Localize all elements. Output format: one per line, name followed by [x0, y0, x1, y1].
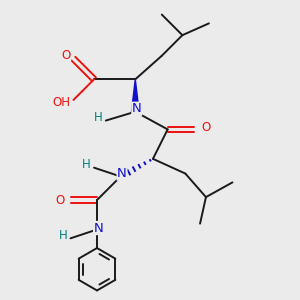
Text: H: H: [82, 158, 91, 171]
Polygon shape: [131, 79, 139, 112]
Text: O: O: [61, 49, 70, 62]
Text: H: H: [94, 111, 103, 124]
Text: H: H: [59, 229, 68, 242]
Text: O: O: [202, 122, 211, 134]
Text: OH: OH: [52, 96, 70, 110]
Text: O: O: [56, 194, 64, 207]
Text: N: N: [132, 102, 142, 115]
Text: N: N: [117, 167, 127, 180]
Text: N: N: [94, 221, 103, 235]
